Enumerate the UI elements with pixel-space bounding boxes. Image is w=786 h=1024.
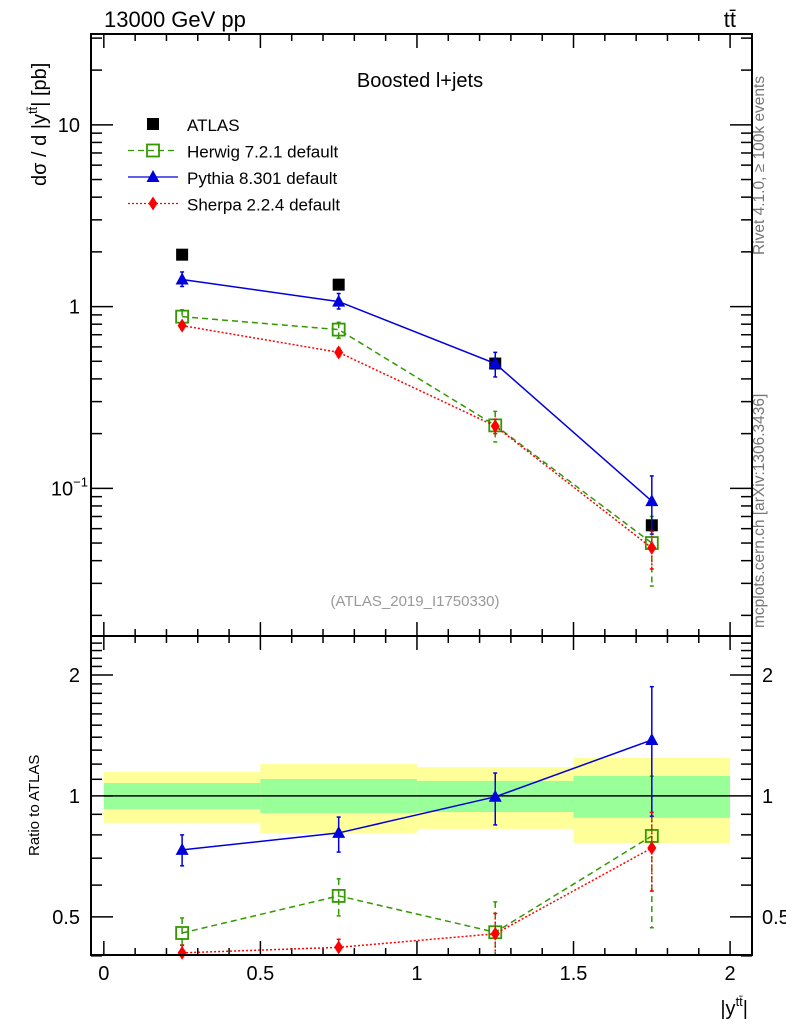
legend-marker [146,170,160,182]
tick-base: 1 [69,297,80,319]
x-tick-label: 1 [411,963,422,985]
data-point [332,825,346,838]
rivet-label: Rivet 4.1.0, ≥ 100k events [751,76,768,255]
ratio-y-axis-label: Ratio to ATLAS [26,755,43,856]
data-point [647,841,657,856]
data-point [332,294,346,307]
series-sherpa [177,811,657,960]
series-line [182,315,653,544]
series-pythia [175,271,659,535]
y-tick-label: 1 [69,297,80,319]
series-pythia [175,685,659,867]
data-point [175,272,189,285]
data-point [175,842,189,855]
ratio-y-tick-label-right: 1 [762,786,773,808]
ratio-y-tick-label-right: 0.5 [762,907,786,929]
y-tick-label: 10−1 [51,474,88,500]
legend-entry: Herwig 7.2.1 default [128,143,338,162]
data-point [177,318,187,333]
legend-marker [146,143,160,158]
data-point [331,322,346,337]
ratio-frame [90,635,753,956]
ratio-panel: 0.5 0.5 1 1 2 2 0 0.5 1 1.5 2 [52,635,786,985]
plot-title: Boosted l+jets [357,70,483,92]
data-point [647,540,657,555]
header-process: 13000 GeV pp [104,7,246,32]
series-line [181,835,653,934]
legend-label: Herwig 7.2.1 default [187,143,338,162]
series-line [182,847,653,954]
legend-entry: Pythia 8.301 default [128,169,338,188]
legend-entry: ATLAS [147,116,240,135]
data-point [490,419,500,434]
series-line [182,739,653,851]
tick-base: 10 [58,115,80,137]
x-tick-label: 0 [98,963,109,985]
analysis-label: (ATLAS_2019_I1750330) [330,593,499,610]
ratio-y-tick-label-left: 2 [69,665,80,687]
data-point [334,940,344,955]
legend-marker [147,118,159,130]
legend-entry: Sherpa 2.2.4 default [128,196,340,215]
legend-marker [148,196,158,211]
tick-base: 10 [51,478,73,500]
x-tick-label: 2 [725,963,736,985]
data-point [490,926,500,941]
data-point [331,888,346,903]
data-point [334,345,344,360]
ratio-y-tick-label-right: 2 [762,665,773,687]
mcplots-label: mcplots.cern.ch [arXiv:1306.3436] [751,394,768,628]
tick-exponent: −1 [73,474,88,489]
main-y-axis-label: dσ / d |ytt̄| [pb] [25,63,51,186]
x-tick-label: 1.5 [560,963,588,985]
data-point [332,278,345,291]
legend-label: Sherpa 2.2.4 default [187,196,340,215]
ratio-y-tick-label-left: 0.5 [52,907,80,929]
legend: ATLAS Herwig 7.2.1 default Pythia 8.301 de… [128,116,340,215]
data-point [488,789,502,802]
data-point [175,926,190,940]
x-tick-label: 0.5 [246,963,274,985]
data-point [488,356,502,369]
legend-label: Pythia 8.301 default [187,169,338,188]
x-axis-label: |ytt̄| [720,994,748,1020]
series-sherpa [177,318,657,570]
ratio-y-tick-label-left: 1 [69,786,80,808]
data-point [645,494,659,507]
series-line [181,324,653,549]
header-final-state: tt̄ [724,7,736,32]
data-point [176,248,189,261]
data-point [177,945,187,960]
y-tick-label: 10 [58,115,80,137]
data-point [645,732,659,745]
series-line [182,278,653,502]
legend-label: ATLAS [187,116,240,135]
series-herwig [175,309,659,587]
